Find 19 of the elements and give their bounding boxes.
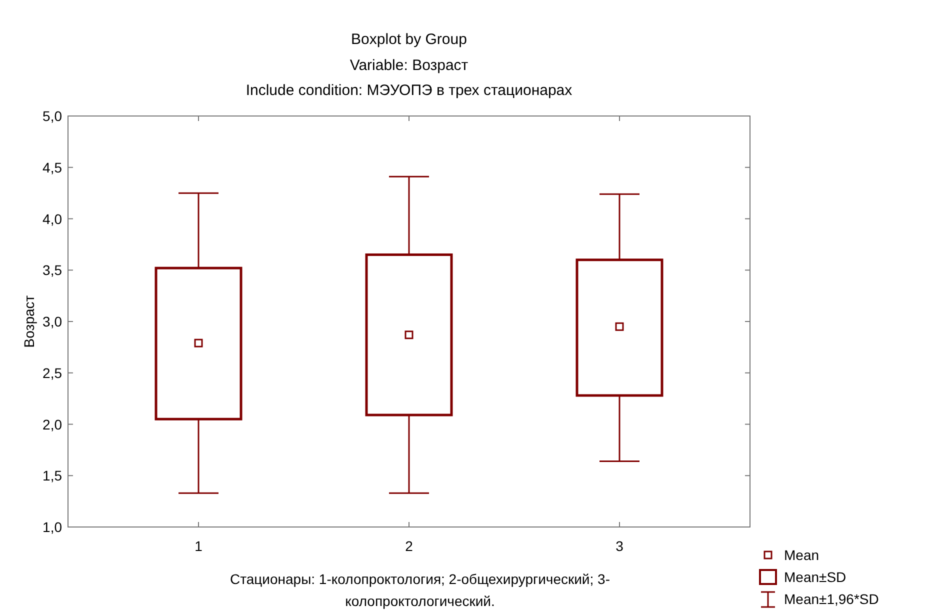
x-tick-label: 2	[405, 538, 414, 554]
y-axis-title: Возраст	[21, 294, 37, 348]
y-tick-label: 5,0	[42, 108, 62, 124]
x-tick-label: 3	[616, 538, 624, 554]
x-tick-label: 1	[194, 538, 203, 554]
y-tick-label: 4,0	[42, 210, 62, 227]
y-tick-label: 2,5	[42, 364, 62, 381]
text: Mean±SD	[784, 569, 846, 585]
chart-subtitle: Variable: Возраст Include condition: МЭУОПЭ в трех стационарах	[246, 57, 573, 99]
chart-title: Boxplot by Group	[351, 31, 467, 48]
text: Mean	[784, 547, 820, 563]
y-tick-label: 2,0	[42, 416, 62, 432]
y-tick-label: 1,0	[42, 519, 62, 535]
text: Mean±1,96*SD	[784, 591, 879, 607]
y-tick-label: 4,5	[42, 159, 62, 176]
x-axis-title: Стационары: 1-колопроктология; 2-общехирургический; 3- колопроктологический.	[230, 571, 610, 609]
y-tick-label: 3,5	[42, 262, 62, 278]
y-tick-label: 3,0	[42, 314, 62, 330]
y-tick-label: 1,5	[42, 468, 62, 484]
